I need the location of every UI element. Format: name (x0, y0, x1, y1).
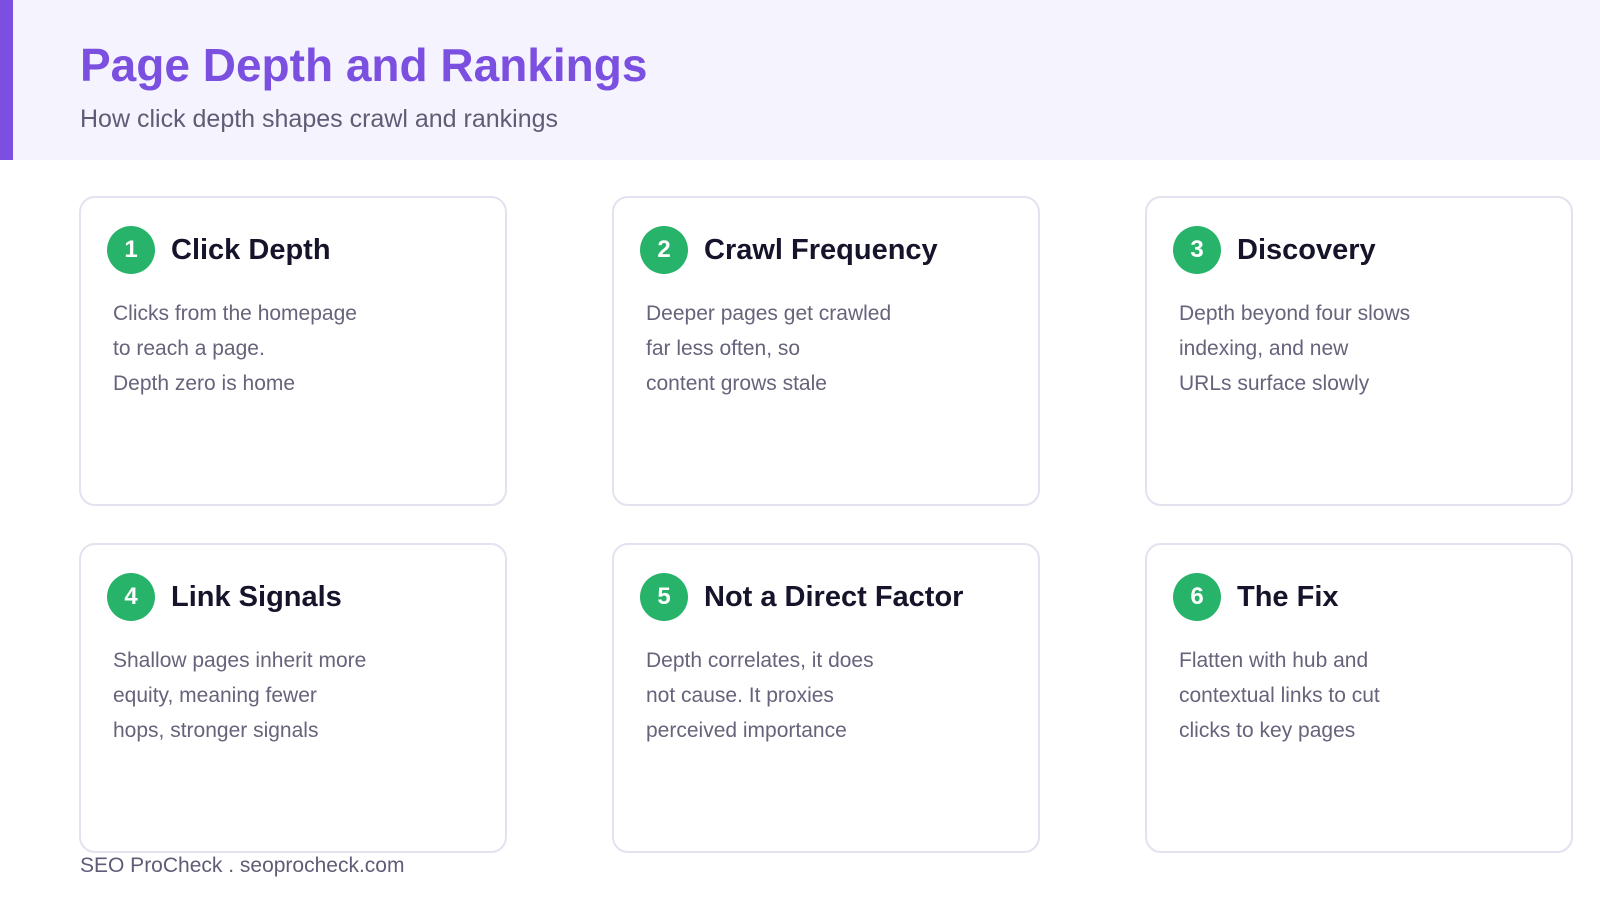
card-number-badge: 3 (1173, 226, 1221, 274)
card-body: Depth correlates, it does not cause. It … (646, 643, 1016, 748)
card-body-line: Shallow pages inherit more (113, 649, 367, 672)
card-number-badge: 2 (640, 226, 688, 274)
card-body: Shallow pages inherit more equity, meani… (113, 643, 483, 748)
page-subtitle: How click depth shapes crawl and ranking… (80, 105, 559, 133)
card-body-line: far less often, so (646, 337, 801, 360)
card-body: Flatten with hub and contextual links to… (1179, 643, 1549, 748)
footer-credit: SEO ProCheck . seoprocheck.com (80, 854, 405, 877)
card-body-line: indexing, and new (1179, 337, 1349, 360)
card-title: The Fix (1237, 581, 1339, 613)
card-body-line: content grows stale (646, 372, 827, 395)
card-crawl-frequency: 2 Crawl Frequency Deeper pages get crawl… (612, 196, 1040, 506)
card-number-badge: 4 (107, 573, 155, 621)
card-body-line: perceived importance (646, 719, 847, 742)
card-number-badge: 1 (107, 226, 155, 274)
card-body-line: Depth correlates, it does (646, 649, 874, 672)
card-body-line: to reach a page. (113, 337, 265, 360)
card-body-line: clicks to key pages (1179, 719, 1356, 742)
card-body: Clicks from the homepage to reach a page… (113, 296, 483, 401)
card-body-line: Deeper pages get crawled (646, 302, 892, 325)
card-discovery: 3 Discovery Depth beyond four slows inde… (1145, 196, 1573, 506)
card-body: Deeper pages get crawled far less often,… (646, 296, 1016, 401)
card-body-line: Depth beyond four slows (1179, 302, 1411, 325)
card-link-signals: 4 Link Signals Shallow pages inherit mor… (79, 543, 507, 853)
card-body: Depth beyond four slows indexing, and ne… (1179, 296, 1549, 401)
card-not-a-direct-factor: 5 Not a Direct Factor Depth correlates, … (612, 543, 1040, 853)
header-band: Page Depth and Rankings How click depth … (0, 0, 1600, 160)
page-title: Page Depth and Rankings (80, 39, 648, 91)
card-title: Not a Direct Factor (704, 581, 964, 613)
card-title: Crawl Frequency (704, 234, 938, 266)
card-body-line: equity, meaning fewer (113, 684, 317, 707)
card-title: Discovery (1237, 234, 1376, 266)
card-body-line: Clicks from the homepage (113, 302, 357, 325)
card-title: Link Signals (171, 581, 342, 613)
card-click-depth: 1 Click Depth Clicks from the homepage t… (79, 196, 507, 506)
card-number-badge: 5 (640, 573, 688, 621)
card-body-line: contextual links to cut (1179, 684, 1380, 707)
accent-bar (0, 0, 13, 160)
card-number-badge: 6 (1173, 573, 1221, 621)
card-body-line: hops, stronger signals (113, 719, 319, 742)
card-title: Click Depth (171, 234, 331, 266)
card-body-line: not cause. It proxies (646, 684, 834, 707)
card-the-fix: 6 The Fix Flatten with hub and contextua… (1145, 543, 1573, 853)
card-body-line: Flatten with hub and (1179, 649, 1369, 672)
card-body-line: Depth zero is home (113, 372, 296, 395)
card-body-line: URLs surface slowly (1179, 372, 1370, 395)
